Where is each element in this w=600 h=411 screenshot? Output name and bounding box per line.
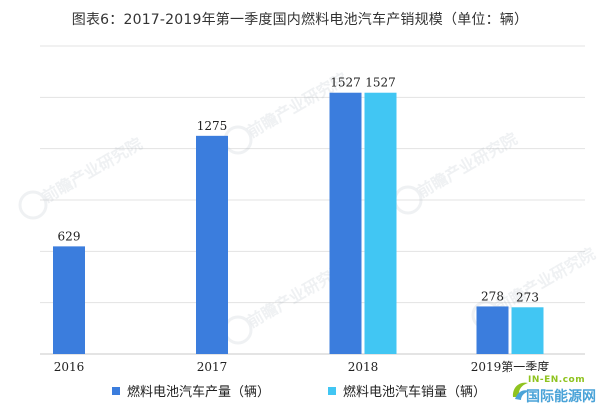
watermark-circle [223,315,253,345]
logo-cn-text: 国际能源网 [526,389,596,405]
logo-en-text: IN-EN.com [528,375,586,385]
data-labels: 629 1275 1527 1527 278 273 [58,76,539,305]
legend-swatch-sales [328,386,337,395]
bar-production-0 [53,246,85,354]
x-tick-labels: 2016 2017 2018 2019第一季度 [54,359,550,374]
legend-swatch-production [112,386,120,395]
data-label-production-0: 629 [58,229,81,243]
watermark-text: 前瞻产业研究院 [414,129,521,201]
site-logo: IN-EN.com 国际能源网 [510,371,600,411]
data-label-sales-2: 1527 [365,76,396,90]
x-tick-2: 2018 [348,360,379,374]
data-label-production-2: 1527 [330,76,361,90]
legend-item-production: 燃料电池汽车产量（辆） [112,381,270,400]
data-label-production-3: 278 [481,289,504,303]
bar-sales-3 [511,307,544,354]
logo-swirl-icon [512,382,529,400]
legend-label-sales: 燃料电池汽车销量（辆） [343,385,487,400]
bar-sales-2 [364,92,397,355]
x-tick-3: 2019第一季度 [471,359,550,374]
watermark-text: 前瞻产业研究院 [39,134,146,206]
bar-production-1 [196,135,228,354]
watermark-circle [18,190,48,220]
legend-item-sales: 燃料电池汽车销量（辆） [328,381,486,400]
data-label-sales-3: 273 [516,290,539,304]
bar-production-3 [476,306,509,354]
bars [53,92,544,355]
x-tick-1: 2017 [197,360,228,374]
watermark-text: 前瞻产业研究院 [492,244,599,316]
x-tick-0: 2016 [54,360,85,374]
legend: 燃料电池汽车产量（辆） 燃料电池汽车销量（辆） [112,381,486,400]
legend-label-production: 燃料电池汽车产量（辆） [127,385,271,400]
bar-production-2 [329,92,362,355]
data-label-production-1: 1275 [197,119,228,133]
chart-title: 图表6：2017-2019年第一季度国内燃料电池汽车产销规模（单位：辆） [71,12,529,28]
